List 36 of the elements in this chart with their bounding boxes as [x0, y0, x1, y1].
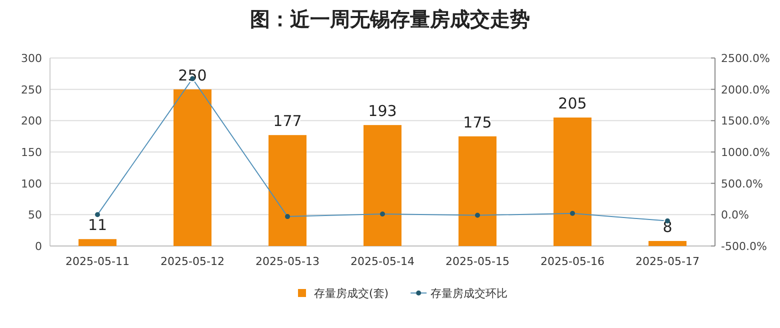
y2-tick-label: 0.0%	[721, 208, 749, 222]
x-tick-label: 2025-05-17	[636, 255, 700, 268]
bar	[648, 240, 686, 246]
data-label: 193	[368, 102, 397, 120]
y2-tick-label: 500.0%	[721, 177, 763, 190]
x-tick-label: 2025-05-14	[350, 255, 414, 268]
y2-tick-label: 1000.0%	[721, 146, 770, 159]
chart-title: 图：近一周无锡存量房成交走势	[250, 7, 530, 31]
y-tick-label: 50	[28, 208, 42, 222]
y-tick-label: 200	[21, 114, 42, 128]
y-tick-label: 100	[21, 177, 42, 190]
bar	[554, 118, 592, 246]
bar	[78, 239, 116, 246]
y-tick-label: 150	[21, 146, 42, 159]
bar	[268, 135, 306, 246]
y-tick-label: 250	[21, 83, 42, 96]
x-tick-label: 2025-05-11	[66, 255, 130, 268]
x-tick-label: 2025-05-15	[446, 255, 510, 268]
y2-tick-label: 2500.0%	[721, 52, 770, 65]
y-tick-label: 300	[21, 52, 42, 65]
y2-tick-label: -500.0%	[721, 240, 767, 253]
x-tick-label: 2025-05-16	[540, 255, 604, 268]
bar	[364, 125, 402, 246]
y2-tick-label: 2000.0%	[721, 83, 770, 96]
x-tick-label: 2025-05-12	[160, 255, 224, 268]
legend-label: 存量房成交环比	[430, 287, 508, 300]
data-label: 11	[88, 216, 108, 234]
y2-tick-label: 1500.0%	[721, 114, 770, 128]
y-tick-label: 0	[35, 240, 42, 253]
data-label: 205	[558, 94, 587, 113]
bar	[174, 89, 212, 246]
data-label: 177	[273, 112, 302, 130]
legend-label: 存量房成交(套)	[314, 287, 389, 300]
x-tick-label: 2025-05-13	[256, 255, 320, 268]
bar	[458, 136, 496, 246]
data-label: 175	[463, 113, 492, 132]
